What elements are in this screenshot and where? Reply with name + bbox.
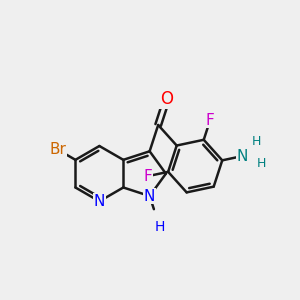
Text: N: N bbox=[94, 194, 105, 209]
Text: H: H bbox=[257, 157, 266, 170]
Text: H: H bbox=[154, 220, 165, 234]
Text: N: N bbox=[237, 148, 248, 164]
Text: Br: Br bbox=[49, 142, 66, 157]
Text: O: O bbox=[160, 90, 173, 108]
Text: F: F bbox=[143, 169, 152, 184]
Text: H: H bbox=[252, 135, 261, 148]
Text: N: N bbox=[144, 188, 155, 203]
Text: F: F bbox=[206, 112, 214, 128]
